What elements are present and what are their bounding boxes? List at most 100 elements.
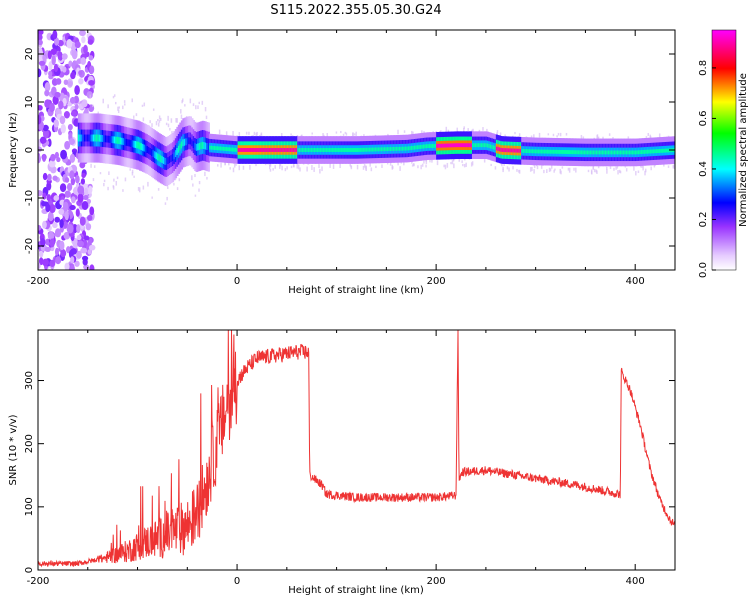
spectrogram-ridge-cell: [334, 148, 337, 152]
spectrogram-faint-point: [514, 131, 516, 135]
spectrogram-noise-point: [76, 224, 81, 234]
spectrogram-ridge-cell: [162, 157, 166, 164]
spectrogram-ridge-cell: [592, 150, 596, 155]
spectrogram-ridge-cell: [534, 149, 537, 154]
spectrogram-faint-point: [191, 175, 193, 181]
spectrogram-faint-point: [411, 130, 413, 135]
spectrogram-ridge-cell: [479, 143, 482, 148]
spectrogram-faint-point: [224, 160, 226, 166]
spectrogram-ridge-cell: [280, 148, 284, 152]
spectrogram-ridge-cell: [216, 146, 219, 151]
spectrogram-ridge-cell: [225, 147, 228, 151]
spectrogram-ridge-cell: [557, 149, 560, 154]
spectrogram-ridge-cell: [77, 134, 81, 142]
spectrogram-ridge-cell: [395, 146, 399, 151]
spectrogram-faint-point: [554, 168, 556, 171]
spectrogram-ridge-cell: [319, 148, 322, 152]
spectrogram-faint-point: [197, 105, 199, 110]
spectrogram-ridge-cell: [436, 143, 439, 148]
spectrogram-ridge-cell: [519, 148, 522, 153]
spectrogram-ridge-cell: [354, 148, 357, 152]
spectrogram-faint-point: [573, 167, 575, 171]
spectrogram-noise-point: [47, 211, 54, 222]
spectrogram-ridge-cell: [554, 149, 557, 154]
spectrogram-noise-point: [52, 175, 58, 181]
spectrogram-ridge-cell: [186, 137, 189, 145]
spectrogram-ridge-cell: [428, 144, 431, 149]
snr-x-axis-label: Height of straight line (km): [288, 585, 424, 596]
spectrogram-ridge-cell: [179, 143, 182, 151]
spectrogram-faint-point: [131, 169, 134, 174]
spectrogram-ridge-cell: [386, 147, 390, 152]
spectrogram-faint-point: [663, 163, 665, 167]
spectrogram-ridge-cell: [348, 148, 351, 152]
spectrogram-ridge-cell: [142, 143, 145, 151]
spectrogram-ridge-cell: [419, 144, 422, 149]
spectrogram-ridge-cell: [437, 143, 440, 148]
spectrogram-ridge-cell: [561, 149, 564, 154]
spectrogram-faint-point: [447, 129, 450, 133]
spectrogram-noise-point: [77, 240, 85, 248]
spectrogram-ridge-cell: [250, 148, 254, 152]
spectrogram-ridge-cell: [92, 134, 95, 142]
spectrogram-ridge-cell: [97, 134, 100, 142]
spectrogram-noise-point: [60, 249, 67, 258]
spectrogram-faint-point: [543, 169, 545, 174]
spectrogram-ridge-cell: [609, 150, 612, 155]
spectrogram-ridge-cell: [603, 150, 606, 155]
spectrogram-noise-point: [70, 264, 75, 270]
spectrogram-noise-point: [54, 91, 61, 98]
spectrogram-noise-point: [54, 247, 60, 256]
spectrogram-noise-point: [81, 200, 89, 211]
spectrogram-ridge-cell: [373, 147, 376, 152]
spectrogram-faint-point: [597, 136, 600, 140]
spectrogram-faint-point: [658, 133, 661, 138]
spectrogram-faint-point: [352, 132, 354, 137]
spectrogram-ridge-cell: [468, 143, 472, 148]
spectrogram-ridge-cell: [439, 143, 442, 148]
spectrogram-faint-point: [431, 158, 433, 163]
spectrogram-ridge-cell: [144, 145, 148, 153]
spectrogram-ridge-cell: [580, 150, 584, 155]
spectrogram-faint-point: [131, 98, 134, 103]
spectrogram-noise-point: [70, 71, 76, 80]
spectrogram-ridge-cell: [240, 148, 243, 152]
spectrogram-faint-point: [355, 131, 357, 137]
spectrogram-y-tick-label: -20: [24, 238, 35, 254]
spectrogram-ridge-cell: [527, 149, 530, 154]
spectrogram-ridge-cell: [292, 148, 295, 152]
spectrogram-noise-point: [69, 204, 76, 211]
spectrogram-ridge-cell: [333, 148, 336, 152]
spectrogram-noise-point: [38, 68, 42, 78]
spectrogram-ridge-cell: [389, 147, 393, 151]
spectrogram-ridge-cell: [427, 144, 430, 149]
spectrogram-faint-point: [206, 176, 208, 180]
spectrogram-faint-point: [444, 164, 447, 170]
snr-y-tick-label: 200: [24, 434, 35, 453]
spectrogram-ridge-cell: [233, 147, 236, 152]
spectrogram-faint-point: [644, 170, 646, 176]
spectrogram-faint-point: [152, 108, 155, 111]
spectrogram-noise-point: [66, 224, 74, 234]
spectrogram-faint-point: [501, 164, 503, 167]
spectrogram-faint-point: [129, 168, 131, 171]
spectrogram-noise-point: [77, 193, 84, 203]
spectrogram-ridge-cell: [410, 146, 413, 150]
spectrogram-ridge-cell: [409, 146, 412, 151]
spectrogram-ridge-cell: [331, 148, 334, 152]
spectrogram-ridge-cell: [262, 148, 266, 152]
spectrogram-ridge-cell: [412, 145, 415, 150]
spectrogram-ridge-cell: [480, 143, 484, 148]
spectrogram-ridge-cell: [567, 150, 570, 154]
spectrogram-faint-point: [181, 100, 183, 104]
spectrogram-faint-point: [99, 172, 102, 175]
spectrogram-ridge-cell: [415, 145, 418, 150]
spectrogram-faint-point: [461, 160, 463, 163]
spectrogram-noise-point: [89, 264, 95, 270]
spectrogram-faint-point: [615, 166, 617, 170]
spectrogram-ridge-cell: [95, 134, 98, 142]
spectrogram-ridge-cell: [188, 137, 191, 145]
spectrogram-ridge-cell: [655, 149, 658, 154]
spectrogram-ridge-cell: [510, 148, 513, 153]
spectrogram-faint-point: [329, 163, 331, 168]
